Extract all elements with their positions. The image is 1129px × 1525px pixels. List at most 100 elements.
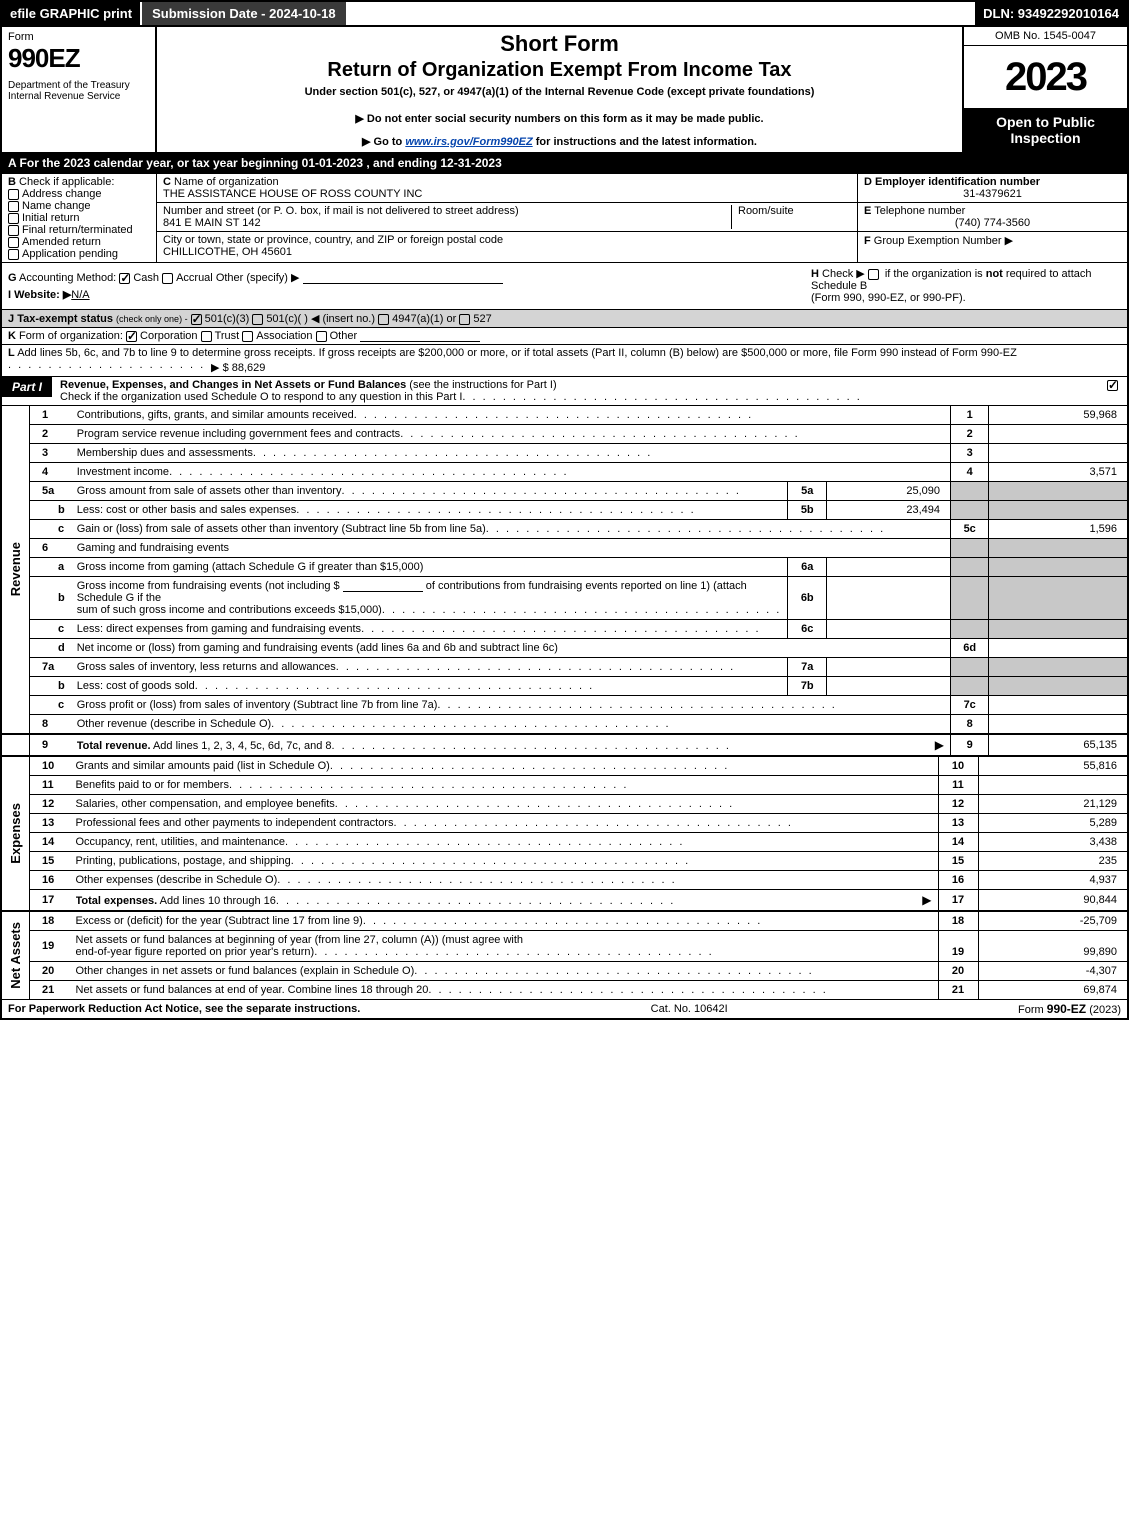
k-other-blank[interactable] — [360, 330, 480, 342]
h-text2: if the organization is — [885, 268, 986, 280]
table-row: a Gross income from gaming (attach Sched… — [1, 558, 1128, 577]
line-num: a — [30, 558, 71, 577]
section-bcdef: B Check if applicable: Address change Na… — [0, 174, 1129, 263]
k-letter: K — [8, 330, 16, 342]
line-desc: Membership dues and assessments — [71, 444, 951, 463]
chk-name-change[interactable] — [8, 201, 19, 212]
chk-amended-return[interactable] — [8, 237, 19, 248]
chk-schedule-o-used[interactable] — [1107, 380, 1118, 391]
inner-val — [827, 558, 951, 577]
line-ref — [950, 539, 988, 558]
line-num: 6 — [30, 539, 71, 558]
footer-right: Form 990-EZ (2023) — [1018, 1002, 1121, 1016]
line-val: 4,937 — [978, 871, 1128, 890]
revenue-table: Revenue 1 Contributions, gifts, grants, … — [0, 406, 1129, 755]
form-number: 990EZ — [8, 43, 149, 74]
chk-application-pending[interactable] — [8, 249, 19, 260]
j-sub: (check only one) - — [116, 314, 188, 324]
chk-corporation[interactable] — [126, 331, 137, 342]
chk-other-org[interactable] — [316, 331, 327, 342]
chk-final-return[interactable] — [8, 225, 19, 236]
line-val: -4,307 — [978, 962, 1128, 981]
efile-label[interactable]: efile GRAPHIC print — [2, 2, 140, 25]
line-ref: 14 — [938, 833, 978, 852]
header-left: Form 990EZ Department of the Treasury In… — [2, 27, 157, 152]
line-val — [989, 620, 1128, 639]
j-o3: 4947(a)(1) or — [392, 313, 456, 325]
line-desc: Other changes in net assets or fund bala… — [70, 962, 939, 981]
expenses-table: Expenses 10 Grants and similar amounts p… — [0, 755, 1129, 910]
under-section-text: Under section 501(c), 527, or 4947(a)(1)… — [165, 86, 954, 98]
g-text: Accounting Method: — [19, 272, 116, 284]
table-row: 11 Benefits paid to or for members 11 — [1, 776, 1128, 795]
b-item-3: Final return/terminated — [22, 224, 133, 236]
line-ref: 3 — [950, 444, 988, 463]
line-ref: 2 — [950, 425, 988, 444]
line-num: 10 — [30, 756, 70, 776]
line-num: 18 — [30, 911, 70, 931]
line-val: 1,596 — [989, 520, 1128, 539]
line-desc: Less: cost of goods sold — [71, 677, 788, 696]
line-ref — [950, 620, 988, 639]
chk-4947[interactable] — [378, 314, 389, 325]
part-1-endchk — [1101, 377, 1127, 393]
line-desc: Net assets or fund balances at end of ye… — [70, 981, 939, 1000]
k-o2: Trust — [215, 330, 240, 342]
table-row: Expenses 10 Grants and similar amounts p… — [1, 756, 1128, 776]
inner-val — [827, 620, 951, 639]
c-name-label: Name of organization — [174, 176, 279, 188]
j-o4: 527 — [473, 313, 491, 325]
chk-accrual[interactable] — [162, 273, 173, 284]
chk-501c[interactable] — [252, 314, 263, 325]
part-1-desc: Revenue, Expenses, and Changes in Net As… — [52, 377, 1101, 405]
chk-501c3[interactable] — [191, 314, 202, 325]
k-o1: Corporation — [140, 330, 197, 342]
line-val — [989, 501, 1128, 520]
line-ref: 10 — [938, 756, 978, 776]
line-num: 2 — [30, 425, 71, 444]
contrib-blank[interactable] — [343, 580, 423, 592]
irs-link[interactable]: www.irs.gov/Form990EZ — [405, 136, 532, 148]
chk-527[interactable] — [459, 314, 470, 325]
line-num: b — [30, 501, 71, 520]
g-other-blank[interactable] — [303, 272, 503, 284]
line-desc: Gross income from gaming (attach Schedul… — [71, 558, 788, 577]
chk-address-change[interactable] — [8, 189, 19, 200]
ein-value: 31-4379621 — [963, 188, 1022, 200]
part-1-header: Part I Revenue, Expenses, and Changes in… — [0, 377, 1129, 406]
line-val — [989, 715, 1128, 735]
line-ref — [950, 558, 988, 577]
chk-cash[interactable] — [119, 273, 130, 284]
table-row: 9 Total revenue. Add lines 1, 2, 3, 4, 5… — [1, 734, 1128, 755]
line-desc: Total expenses. Add lines 10 through 16 — [70, 890, 939, 911]
line-desc: Less: cost or other basis and sales expe… — [71, 501, 788, 520]
line-num: 21 — [30, 981, 70, 1000]
part-1-title-sub: (see the instructions for Part I) — [406, 379, 556, 391]
inner-num: 6b — [788, 577, 827, 620]
chk-no-schedule-b[interactable] — [868, 269, 879, 280]
line-ref: 12 — [938, 795, 978, 814]
blank-side — [1, 734, 30, 755]
line-num: 1 — [30, 406, 71, 425]
line-desc: Benefits paid to or for members — [70, 776, 939, 795]
j-o2: 501(c)( ) — [266, 313, 308, 325]
section-c: C Name of organization THE ASSISTANCE HO… — [157, 174, 857, 262]
expenses-side-label: Expenses — [1, 756, 30, 910]
open-to-public: Open to Public Inspection — [964, 108, 1127, 152]
city-label: City or town, state or province, country… — [163, 234, 503, 246]
line-ref: 9 — [950, 734, 988, 755]
chk-association[interactable] — [242, 331, 253, 342]
inner-val — [827, 577, 951, 620]
line-num: 17 — [30, 890, 70, 911]
chk-initial-return[interactable] — [8, 213, 19, 224]
header-right: OMB No. 1545-0047 2023 Open to Public In… — [962, 27, 1127, 152]
section-b: B Check if applicable: Address change Na… — [2, 174, 157, 262]
part-1-title: Revenue, Expenses, and Changes in Net As… — [60, 379, 406, 391]
chk-trust[interactable] — [201, 331, 212, 342]
room-label: Room/suite — [738, 205, 794, 217]
table-row: 4 Investment income 4 3,571 — [1, 463, 1128, 482]
table-row: 12 Salaries, other compensation, and emp… — [1, 795, 1128, 814]
j-letter: J — [8, 313, 14, 325]
line-desc: Other expenses (describe in Schedule O) — [70, 871, 939, 890]
line-num: 14 — [30, 833, 70, 852]
